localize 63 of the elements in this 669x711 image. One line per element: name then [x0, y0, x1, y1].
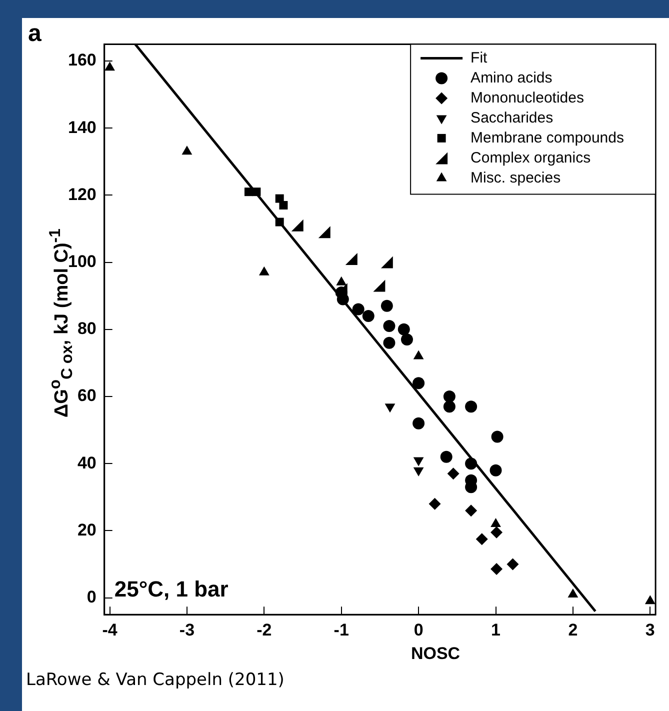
- point: [465, 504, 478, 517]
- point: [380, 300, 393, 312]
- point: [506, 558, 519, 570]
- point: [336, 276, 347, 286]
- x-tick-label: 3: [645, 620, 655, 640]
- point: [428, 498, 441, 510]
- x-tick-label: 0: [414, 620, 424, 640]
- x-tick-label: 2: [568, 620, 578, 640]
- y-tick-label: 40: [77, 453, 96, 472]
- point: [476, 533, 488, 546]
- y-tick-label: 60: [77, 386, 96, 406]
- x-tick-label: -4: [102, 620, 118, 640]
- point: [412, 377, 425, 390]
- point: [182, 146, 192, 155]
- x-tick-label: -3: [179, 620, 195, 640]
- point: [443, 400, 456, 413]
- legend-label: Fit: [470, 49, 488, 66]
- y-tick-label: 140: [68, 118, 96, 137]
- point: [398, 323, 410, 336]
- point: [447, 468, 460, 480]
- point: [362, 310, 374, 322]
- x-tick-label: 1: [491, 620, 500, 640]
- text: LaRowe & Van Cappeln (2011): [26, 670, 284, 690]
- point: [383, 320, 396, 332]
- y-tick-label: 0: [86, 588, 96, 607]
- point: [380, 256, 393, 268]
- point: [491, 430, 504, 443]
- annotation: 25°C, 1 bar: [114, 576, 229, 602]
- point: [490, 518, 501, 528]
- point: [383, 336, 396, 349]
- point: [335, 283, 348, 296]
- point: [412, 417, 425, 430]
- legend-label: Amino acids: [470, 69, 552, 86]
- legend-label: Misc. species: [470, 169, 561, 186]
- x-tick-label: -1: [334, 620, 349, 640]
- point: [373, 280, 386, 292]
- y-tick-label: 120: [68, 184, 96, 204]
- point: [345, 252, 358, 265]
- point: [400, 333, 413, 346]
- point: [352, 303, 364, 316]
- point: [279, 201, 288, 210]
- point: [291, 219, 304, 232]
- text: a: [28, 20, 42, 48]
- y-tick-label: 160: [68, 50, 96, 70]
- point: [490, 562, 503, 575]
- point: [465, 400, 478, 413]
- y-tick-label: 80: [77, 319, 96, 338]
- legend-label: Membrane compounds: [470, 129, 624, 146]
- legend-label: Mononucleotides: [470, 89, 584, 106]
- y-tick-label: 20: [77, 520, 96, 540]
- point: [644, 595, 656, 604]
- x-tick-label: -2: [256, 620, 272, 640]
- point: [104, 62, 115, 71]
- point: [443, 390, 456, 403]
- point: [258, 266, 270, 276]
- point: [413, 350, 424, 360]
- point: [490, 464, 502, 476]
- point: [440, 450, 452, 463]
- legend-label: Complex organics: [470, 149, 591, 166]
- x-axis-title: NOSC: [410, 644, 462, 664]
- legend-label: Saccharides: [470, 109, 554, 126]
- point: [318, 226, 330, 238]
- point: [490, 526, 503, 538]
